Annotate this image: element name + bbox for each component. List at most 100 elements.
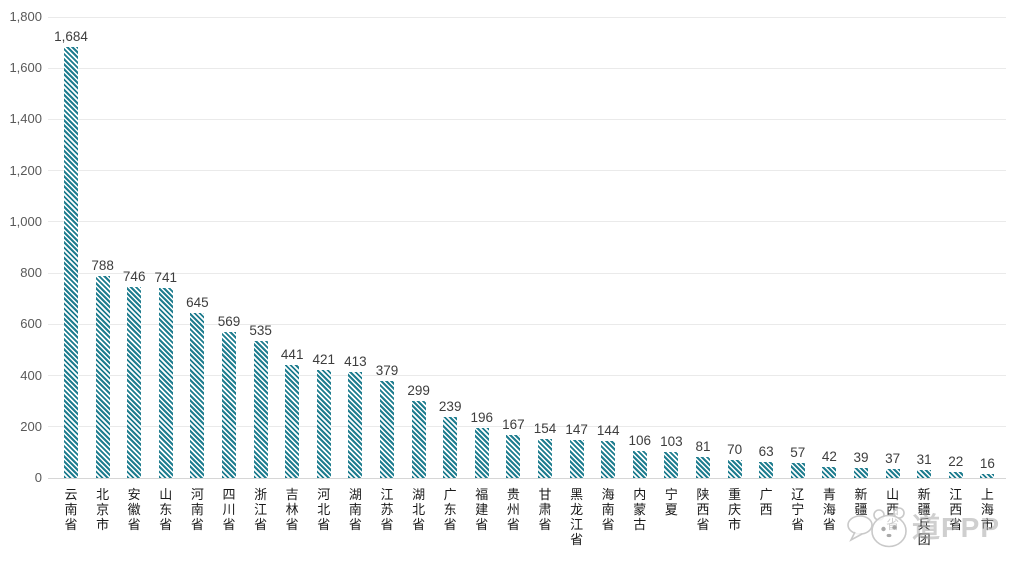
x-axis-category-char: 省 [443,517,457,532]
x-axis-category-char: 省 [822,517,836,532]
x-axis-category-char: 上 [980,487,994,502]
y-axis-tick-label: 1,400 [9,111,42,127]
x-axis-category-char: 省 [317,517,331,532]
x-axis-category-char: 团 [917,532,931,547]
bar-value-label: 788 [91,258,114,274]
x-axis-category-char: 南 [190,502,204,517]
x-axis-category-char: 川 [222,502,236,517]
x-axis-category-label: 江苏省 [377,487,398,532]
x-axis-category-char: 新 [917,487,931,502]
y-axis-tick-label: 800 [20,265,42,281]
x-axis-category-char: 疆 [917,502,931,517]
bar-value-label: 144 [596,423,620,439]
bar-value-label: 147 [565,422,588,438]
x-axis-category-char: 宁 [791,502,805,517]
x-axis-category-label: 河南省 [187,487,208,532]
gridline [48,67,1006,69]
bar [506,435,521,478]
x-axis-category-char: 省 [886,517,900,532]
bar-value-label: 746 [122,268,146,284]
x-axis-category-label: 北京市 [92,487,113,532]
x-axis-category-label: 湖南省 [345,487,366,532]
x-axis-category-char: 东 [159,502,173,517]
bar [759,461,774,478]
x-axis-category-char: 浙 [254,487,268,502]
bar-value-label: 645 [186,294,209,310]
x-axis-category-label: 海南省 [598,487,619,532]
bar [664,451,679,478]
bar-value-label: 154 [533,420,557,436]
bar [569,440,584,478]
bar-value-label: 535 [249,322,272,338]
bar [316,370,331,478]
x-axis-category-label: 新疆兵团 [914,487,935,547]
x-axis-category-char: 广 [443,487,457,502]
bar-value-label: 16 [979,455,995,471]
x-axis-category-char: 广 [759,487,773,502]
bar-value-label: 167 [502,417,525,433]
bar-value-label: 81 [695,439,711,455]
x-axis-category-char: 省 [475,517,489,532]
y-axis-tick-label: 400 [20,367,42,383]
bar-value-label: 57 [790,445,806,461]
gridline [48,170,1006,172]
y-axis-tick-label: 200 [20,418,42,434]
x-axis-category-char: 兵 [917,517,931,532]
bar-value-label: 106 [628,432,652,448]
bar-value-label: 37 [885,450,901,466]
bar [822,467,837,478]
x-axis-category-char: 省 [949,517,963,532]
bar-value-label: 42 [821,449,837,465]
bar [696,457,710,478]
bar [222,332,236,478]
x-axis-category-char: 海 [980,502,994,517]
y-axis-tick-label: 1,200 [9,162,42,178]
x-axis-category-char: 内 [633,487,647,502]
x-axis-category-label: 贵州省 [503,487,524,532]
x-axis-category-char: 安 [127,487,141,502]
x-axis-category-label: 上海市 [977,487,998,532]
x-axis-category-label: 安徽省 [124,487,145,532]
bar [917,470,932,478]
x-axis-category-char: 龙 [570,502,584,517]
x-axis-category-char: 西 [886,502,900,517]
x-axis-category-char: 湖 [412,487,426,502]
x-axis-category-char: 市 [728,517,742,532]
x-axis-category-char: 江 [254,502,268,517]
x-axis-category-label: 四川省 [219,487,240,532]
x-axis-category-label: 辽宁省 [787,487,808,532]
bar-value-label: 569 [217,314,241,330]
gridline [48,16,1006,18]
x-axis-line [48,477,1006,479]
bar [95,276,110,478]
x-axis-category-char: 省 [222,517,236,532]
x-axis-category-char: 宁 [664,487,678,502]
x-axis-category-char: 省 [791,517,805,532]
bar [854,468,868,478]
x-axis-category-label: 河北省 [313,487,334,532]
x-axis-category-char: 疆 [854,502,868,517]
bar-value-label: 421 [312,352,336,368]
x-axis-category-char: 苏 [380,502,394,517]
bar [64,46,78,478]
x-axis-category-char: 市 [96,517,110,532]
bar-value-label: 196 [470,409,494,425]
x-axis-category-char: 南 [348,502,362,517]
x-axis-category-char: 江 [949,487,963,502]
bar [348,372,363,478]
x-axis-category-char: 省 [285,517,299,532]
x-axis-category-label: 云南省 [61,487,82,532]
y-axis-tick-label: 1,000 [9,213,42,229]
x-axis-category-char: 省 [348,517,362,532]
bar-value-label: 741 [154,270,178,286]
x-axis-category-char: 福 [475,487,489,502]
x-axis-category-label: 重庆市 [724,487,745,532]
bar-value-label: 63 [758,443,774,459]
x-axis-category-char: 海 [601,487,615,502]
x-axis-category-char: 北 [96,487,110,502]
bar [885,468,900,478]
gridline [48,118,1006,120]
x-axis-category-char: 省 [64,517,78,532]
x-axis-category-char: 东 [443,502,457,517]
